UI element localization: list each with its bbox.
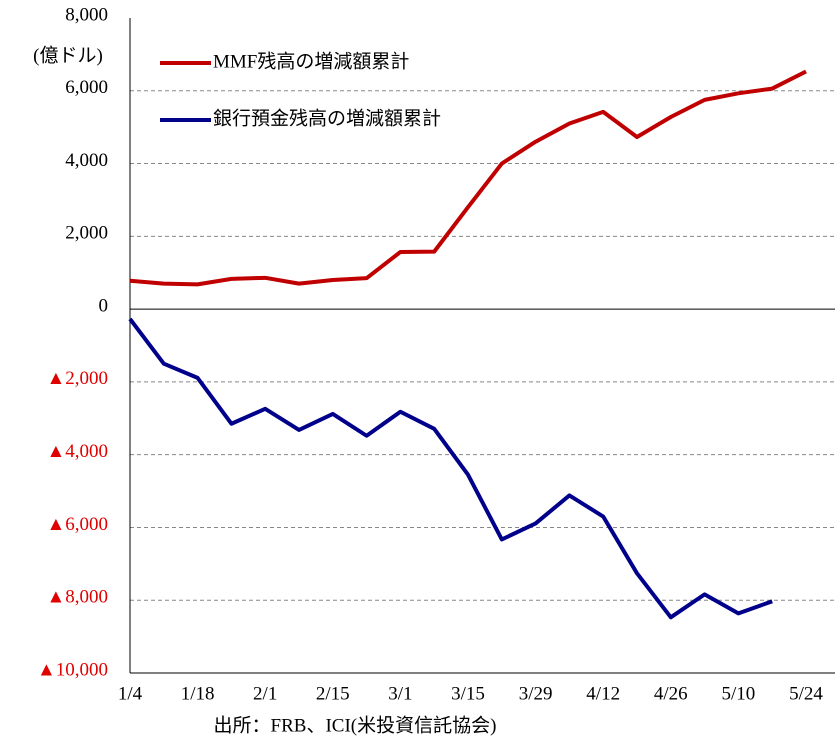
x-tick-label: 3/1 [388,683,412,704]
y-tick-label: 6,000 [65,77,108,98]
x-tick-label: 4/26 [654,683,688,704]
y-unit-label: (億ドル) [33,44,103,66]
y-tick-label: ▲8,000 [46,587,108,608]
y-tick-label: ▲2,000 [46,368,108,389]
y-tick-label: 0 [99,295,109,316]
x-tick-label: 3/15 [451,683,485,704]
y-tick-label: ▲6,000 [46,514,108,535]
x-tick-label: 1/4 [118,683,143,704]
y-tick-label: ▲4,000 [46,441,108,462]
legend-label: MMF残高の増減額累計 [213,50,409,72]
series-line [128,317,773,620]
x-tick-label: 2/1 [253,683,277,704]
y-tick-label: ▲10,000 [37,659,108,680]
y-tick-label: 2,000 [65,223,108,244]
x-tick-label: 5/24 [789,683,823,704]
y-tick-label: 8,000 [65,4,108,25]
y-tick-label: 4,000 [65,150,108,171]
x-tick-label: 3/29 [519,683,553,704]
x-tick-label: 5/10 [722,683,756,704]
series-line [129,69,807,287]
x-tick-label: 4/12 [586,683,620,704]
x-tick-label: 1/18 [181,683,215,704]
legend-label: 銀行預金残高の増減額累計 [213,107,441,129]
source-note: 出所：FRB、ICI(米投資信託協会) [214,714,497,736]
x-tick-label: 2/15 [316,683,350,704]
